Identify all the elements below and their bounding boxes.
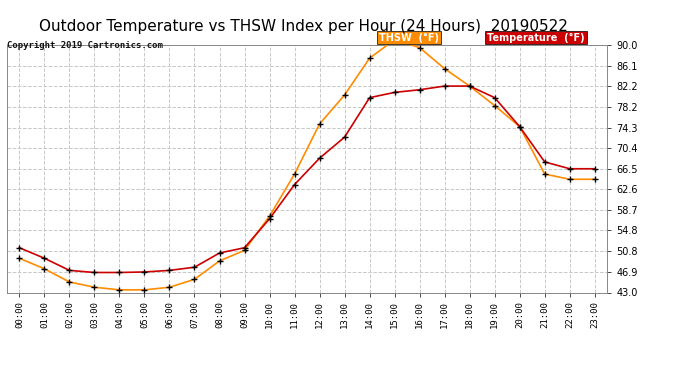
Text: Copyright 2019 Cartronics.com: Copyright 2019 Cartronics.com [7, 41, 163, 50]
Text: Temperature  (°F): Temperature (°F) [487, 33, 584, 42]
Text: Outdoor Temperature vs THSW Index per Hour (24 Hours)  20190522: Outdoor Temperature vs THSW Index per Ho… [39, 19, 568, 34]
Text: THSW  (°F): THSW (°F) [379, 33, 439, 42]
